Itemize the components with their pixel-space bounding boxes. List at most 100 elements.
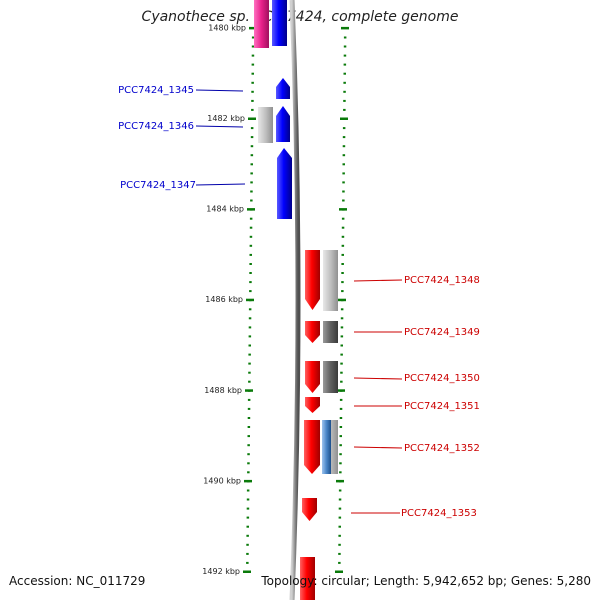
major-tick-right [337,389,345,392]
guide-dot [247,462,250,465]
gene-label-pcc7424-1350[interactable]: PCC7424_1350 [404,373,480,384]
gene-label-pcc7424-1353[interactable]: PCC7424_1353 [401,508,477,519]
guide-dot [247,453,250,456]
similarity-block-1352-inner[interactable] [322,420,331,474]
gene-arrow-pcc7424-1350[interactable] [305,361,320,393]
guide-dot [246,534,249,537]
gene-label-pcc7424-1349[interactable]: PCC7424_1349 [404,327,480,338]
guide-dot [338,516,342,519]
guide-dot [343,72,346,75]
guide-dot [250,190,253,193]
gene-arrow-pcc7424-1346[interactable] [276,106,290,142]
guide-dot [248,344,251,347]
guide-dot [251,45,255,48]
feature-top-pink[interactable] [254,0,269,48]
guide-dot [343,45,347,48]
guide-dot [341,263,344,265]
major-tick-right [339,208,347,211]
similarity-block-1350[interactable] [323,361,338,393]
tick-label: 1488 kbp [204,386,242,395]
gene-arrow-pcc7424-1349[interactable] [305,321,320,343]
guide-dot [247,417,251,419]
guide-dot [247,471,250,474]
guide-dot [340,380,343,383]
guide-dot [248,353,251,356]
guide-dot [250,154,254,157]
guide-dot [340,362,343,365]
leader-line-1346 [195,125,244,128]
guide-dot [248,335,252,338]
gene-label-pcc7424-1347[interactable]: PCC7424_1347 [120,180,196,191]
guide-dot [251,81,254,84]
guide-dot [246,498,250,501]
guide-dot [340,353,343,356]
guide-dot [249,272,252,274]
tick-label: 1490 kbp [203,476,241,485]
guide-dot [249,290,252,293]
gene-arrow-pcc7424-1351[interactable] [305,397,320,413]
guide-dot [341,290,344,293]
guide-dot [339,398,343,401]
similarity-block-1349[interactable] [323,321,338,343]
major-tick-left [243,570,251,573]
guide-dot [341,253,344,256]
guide-dot [247,398,251,401]
guide-dot [338,561,341,564]
guide-dot [246,552,249,555]
major-tick-right [341,26,349,30]
guide-dot [250,172,253,175]
major-tick-left [246,298,254,302]
gene-arrow-pcc7424-1345[interactable] [276,78,290,99]
gene-label-pcc7424-1345[interactable]: PCC7424_1345 [118,85,194,96]
guide-dot [341,235,345,238]
guide-dot [343,63,347,66]
guide-dot [249,253,252,256]
guide-dot [250,163,253,166]
guide-dot [339,453,342,456]
gene-arrow-pcc7424-1352[interactable] [304,420,320,474]
tick-label: 1482 kbp [207,114,245,123]
similarity-block-1346[interactable] [258,107,273,143]
guide-dot [341,281,344,284]
guide-dot [247,444,250,447]
guide-dot [247,426,251,428]
guide-dot [340,326,344,329]
guide-dot [248,371,251,374]
gene-arrow-pcc7424-1348[interactable] [305,250,320,310]
guide-dot [249,263,252,265]
guide-dot [249,217,253,220]
guide-dot [342,190,345,193]
guide-dot [343,108,346,111]
major-tick-left [244,479,252,483]
major-tick-left [249,26,257,30]
feature-bottom-red[interactable] [300,557,315,600]
guide-dot [340,317,344,320]
gene-label-pcc7424-1351[interactable]: PCC7424_1351 [404,401,480,412]
gene-label-pcc7424-1348[interactable]: PCC7424_1348 [404,275,480,286]
gene-arrow-pcc7424-1353[interactable] [302,498,317,521]
guide-dot [340,344,343,347]
gene-label-pcc7424-1352[interactable]: PCC7424_1352 [404,443,480,454]
guide-dot [338,525,341,528]
dotted-guide-tracks [246,36,347,564]
guide-dot [246,561,249,564]
similarity-block-1348[interactable] [323,250,338,311]
guide-dot [249,281,252,284]
guide-dot [343,99,346,102]
gene-label-pcc7424-1346[interactable]: PCC7424_1346 [118,121,194,132]
guide-dot [338,543,341,546]
guide-dot [338,507,342,510]
guide-dot [247,407,251,410]
feature-top-blue[interactable] [272,0,287,46]
guide-dot [246,543,249,546]
guide-dot [251,63,255,66]
guide-dot [339,471,342,474]
guide-dot [340,371,343,374]
guide-dot [338,489,342,492]
leader-line-1347 [195,183,246,186]
guide-dot [251,72,254,75]
accession-text: Accession: NC_011729 [9,574,146,588]
guide-dot [338,498,342,501]
gene-arrow-pcc7424-1347[interactable] [277,148,292,219]
